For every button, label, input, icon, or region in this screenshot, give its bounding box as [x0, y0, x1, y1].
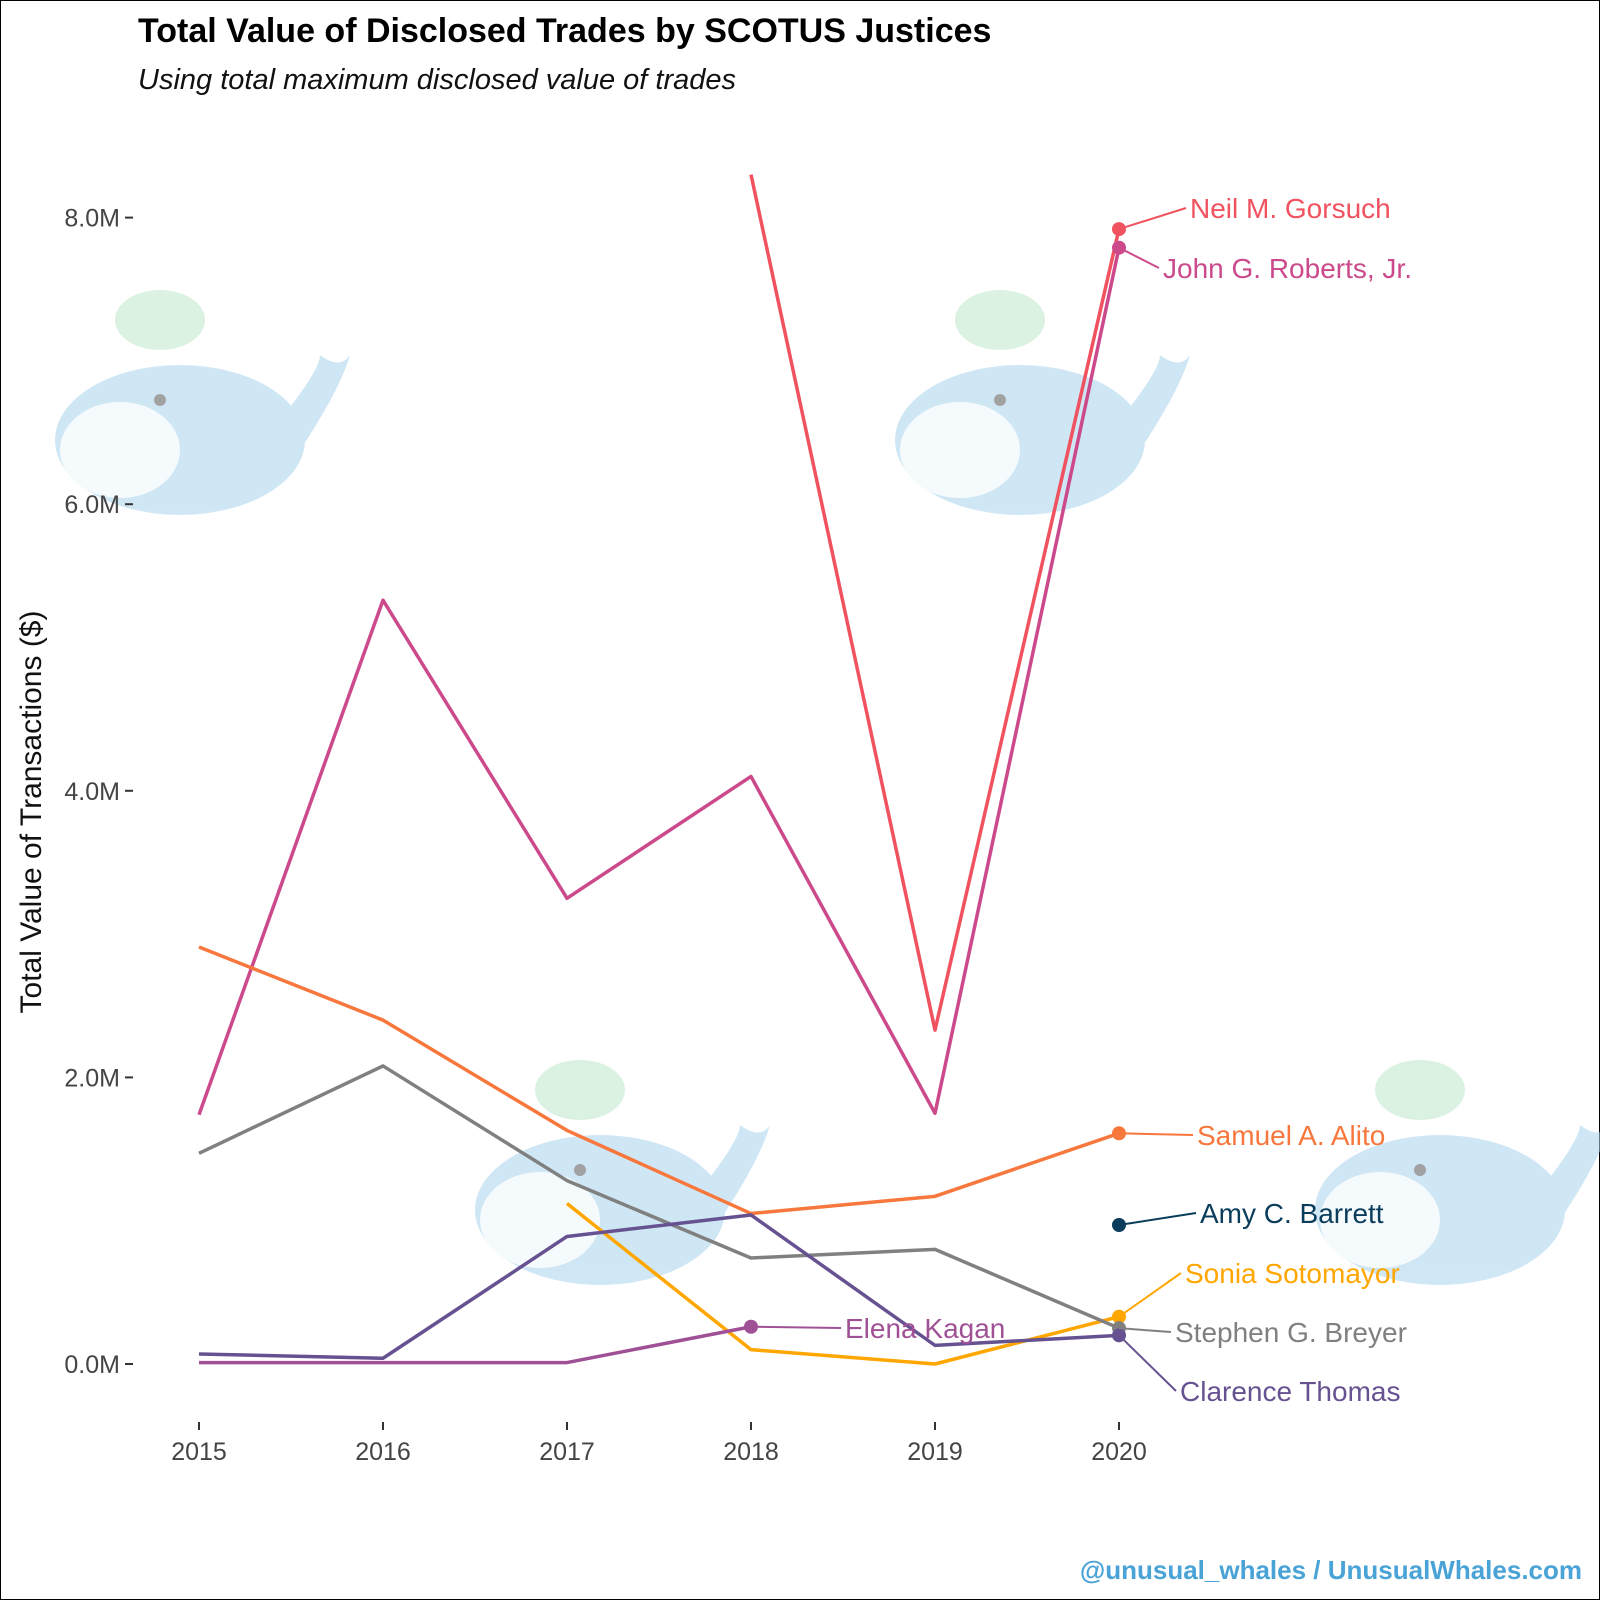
whale-icon [895, 290, 1190, 515]
whale-icon [55, 290, 350, 515]
series-label-amy-c-barrett: Amy C. Barrett [1200, 1198, 1384, 1229]
series-lines [197, 174, 1126, 1366]
label-leader-line [1118, 1334, 1177, 1392]
x-tick-label: 2019 [907, 1438, 963, 1466]
series-label-stephen-g-breyer: Stephen G. Breyer [1175, 1317, 1407, 1348]
y-tick-label: 6.0M [64, 491, 120, 519]
label-leader-line [1118, 246, 1160, 269]
label-leader-line [1118, 207, 1187, 231]
label-leader-line [1118, 1327, 1172, 1333]
series-line-john-g-roberts-jr [197, 247, 1121, 1116]
series-labels: Neil M. Gorsuch John G. Roberts, Jr. Samue… [750, 193, 1412, 1407]
x-tick-label: 2018 [723, 1438, 779, 1466]
series-label-clarence-thomas: Clarence Thomas [1180, 1376, 1400, 1407]
chart-subtitle: Using total maximum disclosed value of t… [138, 64, 736, 96]
y-tick-label: 2.0M [64, 1064, 120, 1092]
label-leader-line [1118, 1212, 1197, 1226]
series-label-elena-kagan: Elena Kagan [845, 1313, 1005, 1344]
chart-title: Total Value of Disclosed Trades by SCOTU… [138, 12, 992, 50]
y-tick-label: 0.0M [64, 1351, 120, 1379]
label-leader-line [1118, 1132, 1194, 1136]
credit-watermark: @unusual_whales / UnusualWhales.com [1079, 1555, 1582, 1585]
x-tick-label: 2017 [539, 1438, 595, 1466]
whale-watermarks [55, 290, 1600, 1285]
whale-icon [1315, 1060, 1600, 1285]
x-tick-label: 2020 [1091, 1438, 1147, 1466]
label-leader-line [1118, 1272, 1182, 1318]
series-label-samuel-a-alito: Samuel A. Alito [1197, 1120, 1385, 1151]
series-label-john-g-roberts-jr: John G. Roberts, Jr. [1163, 253, 1412, 284]
y-tick-label: 8.0M [64, 205, 120, 233]
series-label-sonia-sotomayor: Sonia Sotomayor [1185, 1258, 1400, 1289]
whale-icon [475, 1060, 770, 1285]
series-line-stephen-g-breyer [198, 1064, 1120, 1330]
series-line-samuel-a-alito [198, 945, 1120, 1216]
axes: 0.0M 2.0M 4.0M 6.0M 8.0M 2015 2016 2017 2018 2019… [64, 205, 1146, 1466]
series-line-clarence-thomas [198, 1213, 1120, 1361]
x-tick-label: 2016 [355, 1438, 411, 1466]
series-line-elena-kagan [199, 1325, 752, 1365]
label-leader-line [750, 1325, 842, 1329]
series-label-neil-m-gorsuch: Neil M. Gorsuch [1190, 193, 1391, 224]
series-line-neil-m-gorsuch [749, 174, 1121, 1032]
y-tick-label: 4.0M [64, 778, 120, 806]
x-tick-label: 2015 [171, 1438, 227, 1466]
